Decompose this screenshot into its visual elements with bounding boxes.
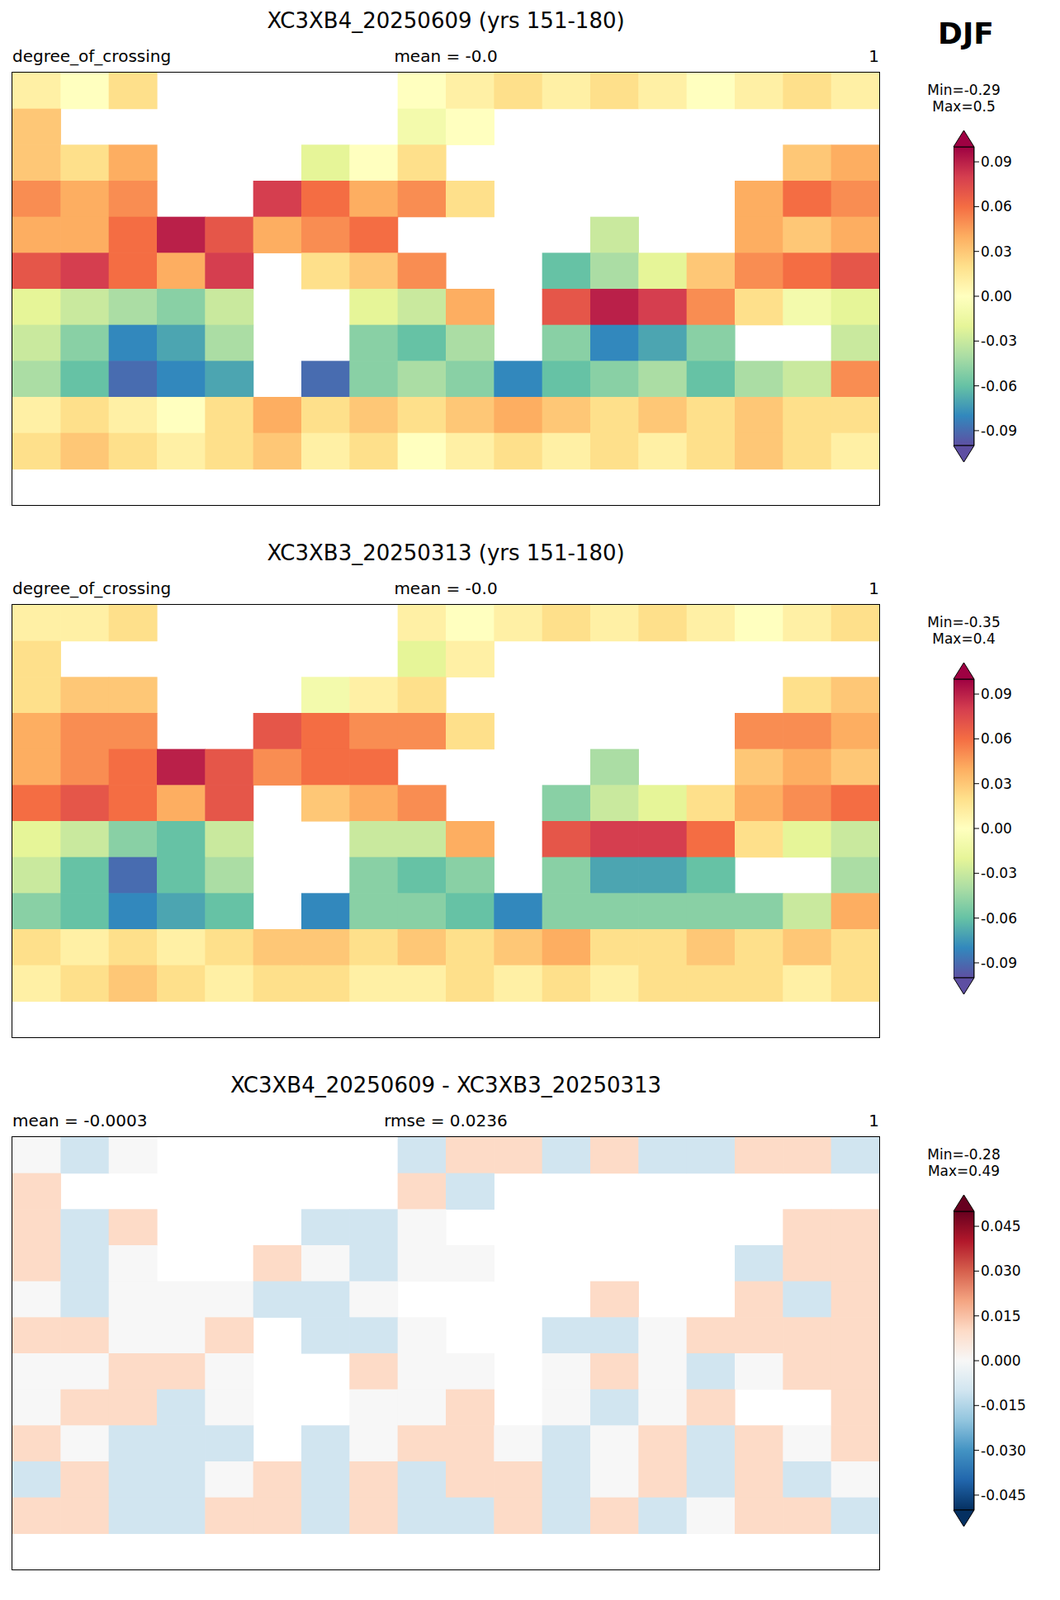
html-text:1: 1 (868, 1111, 880, 1131)
svg-text:0.00: 0.00 (980, 288, 1013, 305)
html-text:XC3XB4_20250609 (yrs 151-180): XC3XB4_20250609 (yrs 151-180) (266, 8, 625, 34)
svg-text:-0.09: -0.09 (980, 955, 1018, 972)
svg-text:-0.03: -0.03 (980, 332, 1018, 350)
html-text:1: 1 (868, 578, 880, 599)
svg-text:0.03: 0.03 (980, 243, 1013, 261)
svg-text:0.06: 0.06 (980, 198, 1013, 215)
svg-text:-0.03: -0.03 (980, 865, 1018, 882)
html-text:rmse = 0.0236: rmse = 0.0236 (384, 1111, 508, 1131)
html-text:Max=0.4: Max=0.4 (932, 630, 996, 647)
svg-text:0.09: 0.09 (980, 686, 1013, 703)
svg-text:0.030: 0.030 (980, 1263, 1022, 1280)
html-text:degree_of_crossing: degree_of_crossing (12, 46, 172, 67)
html-text:degree_of_crossing: degree_of_crossing (12, 578, 172, 599)
html-text:mean = -0.0: mean = -0.0 (394, 578, 498, 599)
svg-text:-0.045: -0.045 (980, 1487, 1027, 1505)
svg-text:0.045: 0.045 (980, 1218, 1022, 1236)
svg-text:0.06: 0.06 (980, 730, 1013, 748)
svg-text:0.03: 0.03 (980, 776, 1013, 793)
html-text:DJF: DJF (937, 16, 994, 51)
svg-text:0.09: 0.09 (980, 153, 1013, 171)
svg-text:0.015: 0.015 (980, 1308, 1022, 1325)
svg-text:-0.06: -0.06 (980, 910, 1018, 928)
svg-text:-0.09: -0.09 (980, 422, 1018, 440)
html-text:mean = -0.0003: mean = -0.0003 (12, 1111, 148, 1131)
svg-text:-0.015: -0.015 (980, 1397, 1027, 1415)
svg-text:0.00: 0.00 (980, 820, 1013, 838)
svg-text:-0.06: -0.06 (980, 378, 1018, 395)
svg-text:0.000: 0.000 (980, 1353, 1022, 1370)
html-text:XC3XB3_20250313 (yrs 151-180): XC3XB3_20250313 (yrs 151-180) (266, 540, 625, 566)
html-text:Min=-0.28: Min=-0.28 (927, 1146, 1001, 1164)
html-text:XC3XB4_20250609 - XC3XB3_20250: XC3XB4_20250609 - XC3XB3_20250313 (230, 1073, 662, 1098)
html-text:Min=-0.29: Min=-0.29 (927, 81, 1001, 99)
html-text:Max=0.49: Max=0.49 (927, 1162, 1000, 1180)
html-text:Max=0.5: Max=0.5 (932, 97, 996, 115)
html-text:Min=-0.35: Min=-0.35 (927, 614, 1001, 631)
html-text:mean = -0.0: mean = -0.0 (394, 46, 498, 67)
html-text:1: 1 (868, 46, 880, 67)
svg-text:-0.030: -0.030 (980, 1443, 1027, 1460)
